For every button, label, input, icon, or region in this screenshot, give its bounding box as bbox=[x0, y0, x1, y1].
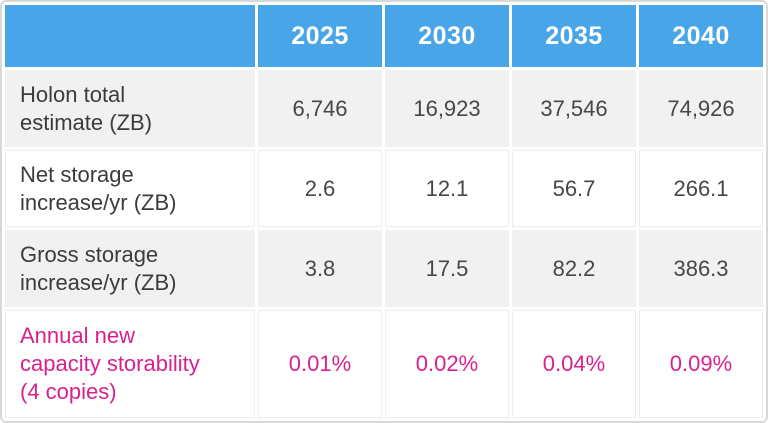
cell-value: 74,926 bbox=[639, 70, 763, 147]
row-label: Annual new capacity storability (4 copie… bbox=[5, 310, 255, 418]
table-row-net-storage: Net storage increase/yr (ZB) 2.6 12.1 56… bbox=[5, 150, 763, 227]
table-row-gross-storage: Gross storage increase/yr (ZB) 3.8 17.5 … bbox=[5, 230, 763, 307]
row-label: Net storage increase/yr (ZB) bbox=[5, 150, 255, 227]
cell-value: 6,746 bbox=[258, 70, 382, 147]
table-row-annual-capacity-storability: Annual new capacity storability (4 copie… bbox=[5, 310, 763, 418]
cell-value: 266.1 bbox=[639, 150, 763, 227]
row-label: Gross storage increase/yr (ZB) bbox=[5, 230, 255, 307]
header-row: 2025 2030 2035 2040 bbox=[5, 5, 763, 67]
row-label: Holon total estimate (ZB) bbox=[5, 70, 255, 147]
cell-value: 56.7 bbox=[512, 150, 636, 227]
cell-value: 17.5 bbox=[385, 230, 509, 307]
cell-value: 0.04% bbox=[512, 310, 636, 418]
cell-value: 16,923 bbox=[385, 70, 509, 147]
cell-value: 2.6 bbox=[258, 150, 382, 227]
header-year-2035: 2035 bbox=[512, 5, 636, 67]
cell-value: 82.2 bbox=[512, 230, 636, 307]
cell-value: 0.01% bbox=[258, 310, 382, 418]
header-corner-cell bbox=[5, 5, 255, 67]
cell-value: 0.02% bbox=[385, 310, 509, 418]
cell-value: 386.3 bbox=[639, 230, 763, 307]
table-row-holon-total: Holon total estimate (ZB) 6,746 16,923 3… bbox=[5, 70, 763, 147]
cell-value: 3.8 bbox=[258, 230, 382, 307]
cell-value: 37,546 bbox=[512, 70, 636, 147]
cell-value: 0.09% bbox=[639, 310, 763, 418]
header-year-2040: 2040 bbox=[639, 5, 763, 67]
cell-value: 12.1 bbox=[385, 150, 509, 227]
header-year-2025: 2025 bbox=[258, 5, 382, 67]
header-year-2030: 2030 bbox=[385, 5, 509, 67]
